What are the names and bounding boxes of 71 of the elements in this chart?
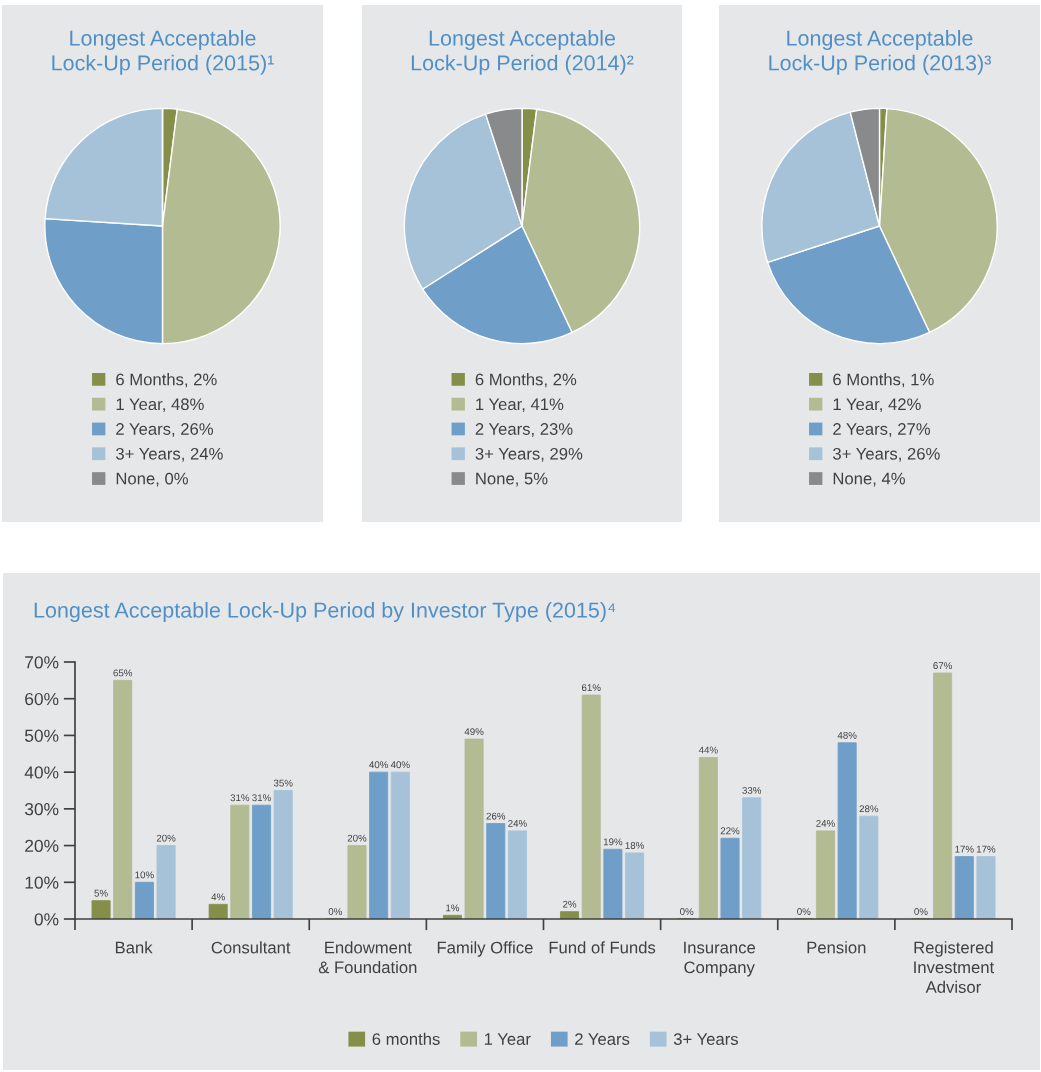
chart-title: Longest Acceptable Lock-Up Period (2015)¹ <box>52 30 274 75</box>
x-tick-label: Family Office <box>437 941 533 957</box>
y-tick-label: 10% <box>25 876 59 889</box>
data-label: 61% <box>581 684 601 692</box>
y-tick-label: 40% <box>24 766 59 779</box>
legend-label: 2 Years, 23% <box>475 423 573 437</box>
legend-label: 1 Year, 48% <box>116 398 204 413</box>
legend-label: 3+ Years, 26% <box>833 447 940 462</box>
data-label: 2% <box>563 900 577 908</box>
legend-label: 2 Years, 26% <box>116 423 214 437</box>
legend-label: None, 5% <box>476 472 548 487</box>
chart-title: Longest Acceptable Lock-Up Period (2014)² <box>411 30 634 75</box>
data-label: 5% <box>94 889 108 897</box>
data-label: 44% <box>698 746 718 754</box>
legend-label: None, 4% <box>833 472 905 487</box>
data-label: 10% <box>135 871 154 879</box>
y-tick-label: 20% <box>25 839 59 853</box>
data-label: 0% <box>914 908 928 915</box>
y-tick-label: 60% <box>25 692 59 706</box>
data-label: 35% <box>273 779 293 787</box>
data-label: 40% <box>369 761 389 769</box>
x-tick-label: Bank <box>115 941 153 954</box>
chart-title: Longest Acceptable Lock-Up Period (2013)³ <box>769 30 991 75</box>
data-label: 48% <box>837 731 857 739</box>
y-tick-label: 30% <box>24 803 59 816</box>
data-label: 4% <box>211 893 225 901</box>
data-label: 31% <box>252 794 271 802</box>
legend-label: None, 0% <box>116 472 188 487</box>
legend-label: 2 Years <box>575 1033 630 1045</box>
x-tick-label: Endowment & Foundation <box>318 941 417 974</box>
data-label: 20% <box>347 834 367 842</box>
data-label: 22% <box>720 827 740 835</box>
x-tick-label: Pension <box>807 941 866 954</box>
legend-label: 2 Years, 27% <box>833 423 931 437</box>
data-label: 0% <box>680 908 694 915</box>
data-label: 24% <box>508 820 527 827</box>
x-tick-label: Consultant <box>211 941 291 954</box>
data-label: 20% <box>156 834 176 842</box>
legend-label: 3+ Years <box>673 1033 738 1045</box>
y-tick-label: 50% <box>24 729 59 742</box>
data-label: 31% <box>230 794 250 802</box>
legend-label: 3+ Years, 24% <box>116 447 223 462</box>
data-label: 19% <box>603 838 623 846</box>
data-label: 0% <box>797 908 811 915</box>
data-label: 18% <box>625 842 644 849</box>
data-label: 0% <box>328 908 342 915</box>
legend-label: 1 Year, 42% <box>833 398 921 413</box>
legend-label: 6 Months, 2% <box>475 373 577 388</box>
data-label: 28% <box>859 805 879 813</box>
data-label: 17% <box>976 845 996 853</box>
data-label: 26% <box>486 812 506 820</box>
legend-label: 1 Year, 41% <box>476 398 564 413</box>
x-tick-label: Insurance Company <box>684 941 756 977</box>
data-label: 17% <box>955 845 974 853</box>
legend-label: 6 Months, 2% <box>116 373 217 388</box>
data-label: 49% <box>464 728 484 736</box>
chart-title: Longest Acceptable Lock-Up Period by Investor Type (2015)⁴ <box>34 601 616 623</box>
legend-label: 1 Year <box>484 1033 531 1045</box>
y-tick-label: 70% <box>25 656 59 669</box>
data-label: 67% <box>933 662 952 670</box>
legend-label: 3+ Years, 29% <box>475 447 583 462</box>
data-label: 40% <box>390 761 410 769</box>
data-label: 33% <box>742 786 762 794</box>
legend-label: 6 months <box>372 1032 440 1045</box>
data-label: 1% <box>446 904 460 912</box>
data-label: 24% <box>816 820 835 827</box>
x-tick-label: Fund of Funds <box>549 941 656 954</box>
data-label: 65% <box>113 669 133 677</box>
y-tick-label: 0% <box>34 913 59 926</box>
x-tick-label: Registered Investment Advisor <box>914 941 995 993</box>
legend-label: 6 Months, 1% <box>833 373 934 388</box>
